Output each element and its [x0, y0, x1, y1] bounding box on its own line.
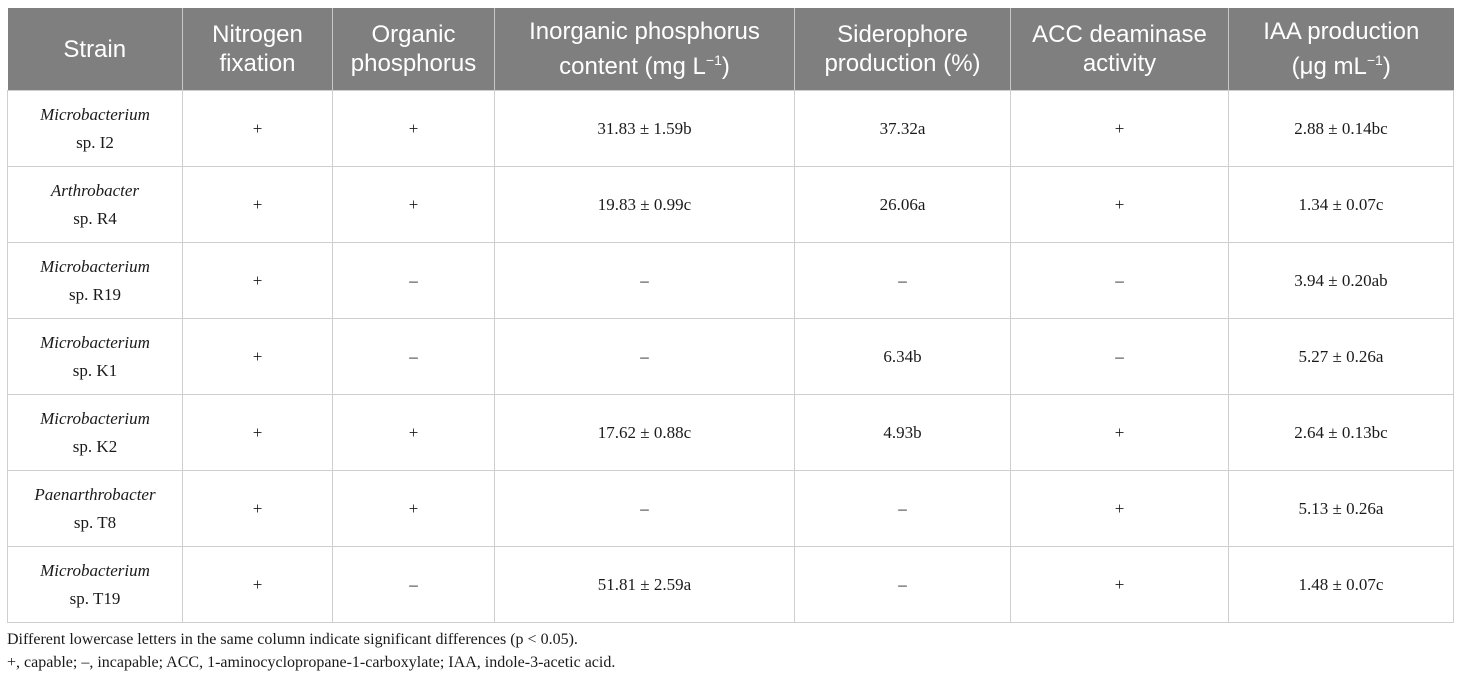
iaa-cell: 2.88 ± 0.14bc: [1228, 90, 1454, 167]
siderophore-cell: 37.32a: [794, 90, 1011, 167]
table-row: Microbacterium sp. R19 + – – – – 3.94 ± 0…: [7, 242, 1454, 319]
nitrogen-cell: +: [182, 470, 333, 547]
siderophore-cell: –: [794, 546, 1011, 623]
header-nitrogen-fixation: Nitrogen fixation: [182, 8, 333, 91]
organic-phosphorus-cell: –: [332, 318, 495, 395]
siderophore-cell: –: [794, 242, 1011, 319]
organic-phosphorus-cell: +: [332, 90, 495, 167]
iaa-cell: 5.13 ± 0.26a: [1228, 470, 1454, 547]
header-strain: Strain: [7, 8, 183, 91]
nitrogen-cell: +: [182, 90, 333, 167]
iaa-cell: 1.34 ± 0.07c: [1228, 166, 1454, 243]
table-row: Microbacterium sp. T19 + – 51.81 ± 2.59a …: [7, 546, 1454, 623]
organic-phosphorus-cell: +: [332, 394, 495, 471]
table-row: Paenarthrobacter sp. T8 + + – – + 5.13 ± …: [7, 470, 1454, 547]
siderophore-cell: 26.06a: [794, 166, 1011, 243]
strain-cell: Microbacterium sp. T19: [7, 546, 183, 623]
inorganic-phosphorus-cell: 19.83 ± 0.99c: [494, 166, 795, 243]
strain-cell: Arthrobacter sp. R4: [7, 166, 183, 243]
inorganic-phosphorus-cell: 17.62 ± 0.88c: [494, 394, 795, 471]
iaa-cell: 5.27 ± 0.26a: [1228, 318, 1454, 395]
header-siderophore-production: Siderophore production (%): [794, 8, 1011, 91]
strain-cell: Microbacterium sp. I2: [7, 90, 183, 167]
iaa-cell: 1.48 ± 0.07c: [1228, 546, 1454, 623]
footnote-abbreviations: +, capable; –, incapable; ACC, 1-aminocy…: [7, 654, 616, 671]
footnote-significance: Different lowercase letters in the same …: [7, 631, 578, 648]
header-organic-phosphorus: Organic phosphorus: [332, 8, 495, 91]
inorganic-phosphorus-cell: –: [494, 470, 795, 547]
acc-cell: +: [1010, 546, 1229, 623]
acc-cell: +: [1010, 470, 1229, 547]
siderophore-cell: 6.34b: [794, 318, 1011, 395]
inorganic-phosphorus-cell: 31.83 ± 1.59b: [494, 90, 795, 167]
acc-cell: +: [1010, 166, 1229, 243]
acc-cell: –: [1010, 242, 1229, 319]
acc-cell: +: [1010, 394, 1229, 471]
header-iaa-production: IAA production (μg mL−1): [1228, 8, 1454, 91]
strain-cell: Microbacterium sp. K1: [7, 318, 183, 395]
table-row: Microbacterium sp. K1 + – – 6.34b – 5.27 …: [7, 318, 1454, 395]
table-row: Microbacterium sp. I2 + + 31.83 ± 1.59b 3…: [7, 90, 1454, 167]
nitrogen-cell: +: [182, 546, 333, 623]
iaa-cell: 3.94 ± 0.20ab: [1228, 242, 1454, 319]
iaa-cell: 2.64 ± 0.13bc: [1228, 394, 1454, 471]
header-acc-deaminase: ACC deaminase activity: [1010, 8, 1229, 91]
inorganic-phosphorus-cell: 51.81 ± 2.59a: [494, 546, 795, 623]
table-header-row: Strain Nitrogen fixation Organic phosphoru…: [7, 8, 1454, 91]
strain-cell: Microbacterium sp. R19: [7, 242, 183, 319]
inorganic-phosphorus-cell: –: [494, 242, 795, 319]
header-inorganic-phosphorus: Inorganic phosphorus content (mg L−1): [494, 8, 795, 91]
acc-cell: –: [1010, 318, 1229, 395]
inorganic-phosphorus-cell: –: [494, 318, 795, 395]
organic-phosphorus-cell: –: [332, 242, 495, 319]
strain-traits-table-container: Strain Nitrogen fixation Organic phosphoru…: [7, 8, 1454, 623]
siderophore-cell: –: [794, 470, 1011, 547]
table-footnotes: Different lowercase letters in the same …: [7, 628, 1453, 674]
acc-cell: +: [1010, 90, 1229, 167]
table-row: Arthrobacter sp. R4 + + 19.83 ± 0.99c 26.…: [7, 166, 1454, 243]
strain-cell: Paenarthrobacter sp. T8: [7, 470, 183, 547]
nitrogen-cell: +: [182, 394, 333, 471]
strain-traits-table: Strain Nitrogen fixation Organic phosphoru…: [7, 8, 1454, 623]
organic-phosphorus-cell: +: [332, 166, 495, 243]
siderophore-cell: 4.93b: [794, 394, 1011, 471]
nitrogen-cell: +: [182, 166, 333, 243]
organic-phosphorus-cell: +: [332, 470, 495, 547]
nitrogen-cell: +: [182, 242, 333, 319]
nitrogen-cell: +: [182, 318, 333, 395]
strain-cell: Microbacterium sp. K2: [7, 394, 183, 471]
table-row: Microbacterium sp. K2 + + 17.62 ± 0.88c 4…: [7, 394, 1454, 471]
organic-phosphorus-cell: –: [332, 546, 495, 623]
